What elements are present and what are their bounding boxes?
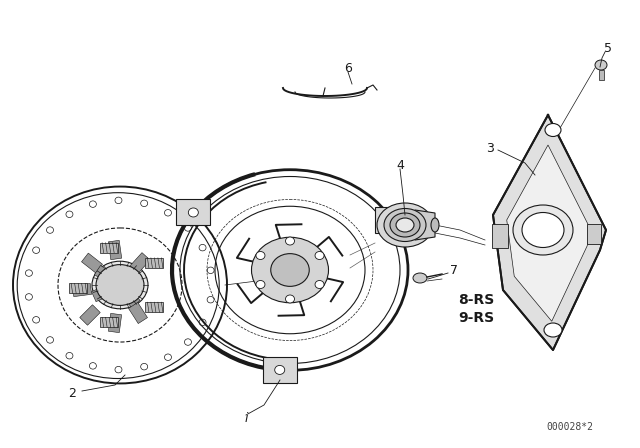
Ellipse shape [199, 319, 206, 326]
Ellipse shape [390, 213, 420, 237]
Ellipse shape [413, 273, 427, 283]
Bar [100, 243, 118, 253]
Ellipse shape [431, 218, 439, 232]
Text: 8-RS: 8-RS [458, 293, 494, 307]
Bar [72, 284, 92, 297]
Ellipse shape [115, 366, 122, 373]
Ellipse shape [285, 295, 294, 303]
Ellipse shape [377, 203, 433, 247]
Bar [120, 287, 140, 307]
Polygon shape [507, 145, 591, 321]
Text: 000028*2: 000028*2 [547, 422, 593, 432]
Bar [100, 317, 118, 327]
Text: 3: 3 [486, 142, 494, 155]
Ellipse shape [522, 212, 564, 247]
Polygon shape [415, 210, 435, 240]
Ellipse shape [315, 251, 324, 259]
Ellipse shape [66, 353, 73, 359]
Ellipse shape [275, 366, 285, 375]
Text: 9-RS: 9-RS [458, 311, 494, 325]
Ellipse shape [141, 200, 148, 207]
FancyBboxPatch shape [177, 199, 211, 225]
Ellipse shape [315, 280, 324, 289]
Bar [145, 302, 163, 312]
Ellipse shape [252, 237, 328, 303]
Ellipse shape [33, 317, 40, 323]
Ellipse shape [47, 337, 54, 343]
Ellipse shape [26, 294, 33, 300]
Ellipse shape [256, 251, 265, 259]
Bar [599, 70, 604, 80]
Bar [145, 258, 163, 268]
Bar [130, 253, 150, 273]
Text: 2: 2 [68, 387, 76, 400]
Ellipse shape [141, 363, 148, 370]
FancyBboxPatch shape [262, 357, 297, 383]
Text: 5: 5 [604, 42, 612, 55]
Ellipse shape [199, 245, 206, 251]
Ellipse shape [207, 267, 214, 274]
Ellipse shape [595, 60, 607, 70]
FancyBboxPatch shape [492, 224, 508, 248]
Ellipse shape [188, 208, 198, 217]
Ellipse shape [26, 270, 33, 276]
Ellipse shape [271, 254, 309, 286]
Polygon shape [493, 115, 606, 350]
Bar [108, 240, 122, 260]
Bar [108, 313, 122, 333]
Text: i: i [244, 412, 248, 425]
Ellipse shape [47, 227, 54, 233]
Ellipse shape [33, 247, 40, 254]
Bar [129, 302, 147, 323]
Text: 7: 7 [450, 263, 458, 276]
Ellipse shape [285, 237, 294, 245]
Bar [95, 265, 116, 284]
Bar [80, 305, 100, 325]
Ellipse shape [396, 218, 414, 232]
Bar [92, 284, 113, 302]
Ellipse shape [90, 362, 97, 369]
Ellipse shape [92, 261, 148, 309]
Ellipse shape [207, 297, 214, 303]
Text: 6: 6 [344, 61, 352, 74]
Ellipse shape [384, 208, 426, 241]
Bar [69, 284, 87, 293]
Ellipse shape [96, 265, 144, 306]
Ellipse shape [90, 201, 97, 207]
FancyBboxPatch shape [375, 207, 409, 233]
Ellipse shape [387, 215, 397, 224]
Ellipse shape [256, 280, 265, 289]
Ellipse shape [164, 210, 172, 216]
Ellipse shape [545, 124, 561, 137]
Ellipse shape [115, 197, 122, 204]
Ellipse shape [66, 211, 73, 218]
Ellipse shape [544, 323, 562, 337]
Bar [81, 253, 102, 273]
Text: 4: 4 [396, 159, 404, 172]
FancyBboxPatch shape [587, 224, 601, 244]
Ellipse shape [184, 225, 191, 231]
Ellipse shape [184, 339, 191, 345]
Ellipse shape [164, 354, 172, 361]
Ellipse shape [513, 205, 573, 255]
